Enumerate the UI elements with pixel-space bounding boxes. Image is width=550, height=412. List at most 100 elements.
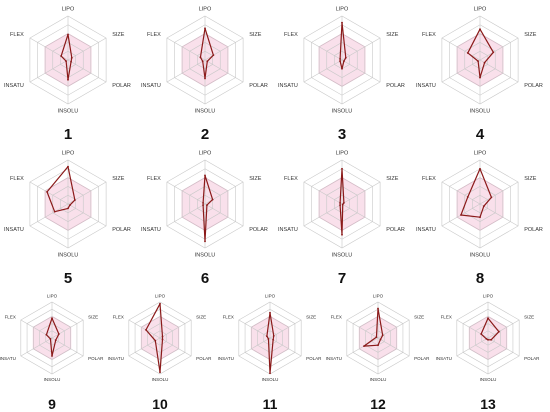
axis-spoke xyxy=(159,337,192,357)
axis-spoke xyxy=(479,59,519,83)
data-point xyxy=(73,199,76,201)
axis-label-insolu: INSOLU xyxy=(58,108,79,114)
axis-spoke xyxy=(166,59,206,83)
axis-spoke xyxy=(29,203,69,227)
axis-label-flex: FLEX xyxy=(147,32,161,38)
data-point xyxy=(363,345,365,347)
data-point xyxy=(466,196,469,198)
data-point xyxy=(159,302,161,305)
data-point xyxy=(498,330,500,333)
data-point xyxy=(67,207,69,210)
data-point xyxy=(269,311,271,314)
axis-label-polar: POLAR xyxy=(386,83,405,89)
panel-number: 6 xyxy=(200,270,210,287)
axis-label-flex: FLEX xyxy=(422,176,436,182)
data-point xyxy=(479,76,481,79)
axis-label-size: SIZE xyxy=(386,32,399,38)
data-point xyxy=(375,336,378,338)
axis-label-lipo: LIPO xyxy=(62,6,75,12)
axis-label-insatu: INSATU xyxy=(141,83,161,89)
axis-label-lipo: LIPO xyxy=(265,293,276,298)
data-point xyxy=(343,202,345,204)
data-point xyxy=(377,307,379,310)
axis-label-insolu: INSOLU xyxy=(470,252,491,258)
axis-label-insatu: INSATU xyxy=(4,83,24,89)
data-point xyxy=(482,205,485,208)
radar-panel-3: LIPO SIZE POLAR INSOLU INSATU FLEX 3 xyxy=(264,0,420,143)
axis-label-insatu: INSATU xyxy=(416,83,436,89)
radar-svg: LIPO SIZE POLAR INSOLU INSATU FLEX xyxy=(108,293,213,382)
data-point xyxy=(212,54,215,57)
axis-spoke xyxy=(341,181,381,205)
axis-spoke xyxy=(303,59,343,83)
axis-label-size: SIZE xyxy=(112,176,125,182)
data-point xyxy=(54,339,57,342)
axis-label-polar: POLAR xyxy=(524,227,543,233)
data-point xyxy=(199,56,202,59)
data-point xyxy=(204,240,206,243)
data-point xyxy=(490,196,493,199)
data-point xyxy=(159,371,161,374)
data-point xyxy=(65,60,67,62)
axis-label-size: SIZE xyxy=(112,32,125,38)
axis-label-polar: POLAR xyxy=(196,356,212,361)
radar-panel-8: LIPO SIZE POLAR INSOLU INSATU FLEX 8 xyxy=(402,126,550,287)
axis-spoke xyxy=(479,181,519,205)
axis-label-polar: POLAR xyxy=(386,227,405,233)
data-point xyxy=(272,338,275,341)
data-point xyxy=(51,317,53,320)
axis-label-polar: POLAR xyxy=(249,83,268,89)
radar-svg: LIPO SIZE POLAR INSOLU INSATU FLEX xyxy=(278,150,405,258)
data-point xyxy=(269,372,271,375)
data-point xyxy=(202,204,204,206)
data-point xyxy=(377,344,379,347)
axis-label-size: SIZE xyxy=(249,32,262,38)
data-point xyxy=(485,338,488,340)
data-point xyxy=(344,56,347,59)
axis-label-insatu: INSATU xyxy=(416,227,436,233)
data-point xyxy=(70,56,73,59)
axis-spoke xyxy=(51,337,84,357)
axis-spoke xyxy=(346,337,379,357)
axis-spoke xyxy=(51,319,84,339)
axis-label-lipo: LIPO xyxy=(336,6,349,12)
axis-label-lipo: LIPO xyxy=(336,150,349,156)
axis-label-insolu: INSOLU xyxy=(332,252,353,258)
panel-number: 13 xyxy=(480,396,496,412)
data-point xyxy=(46,191,48,193)
radar-svg: LIPO SIZE POLAR INSOLU INSATU FLEX xyxy=(218,293,323,382)
axis-spoke xyxy=(238,319,271,339)
data-point xyxy=(492,51,495,54)
data-point xyxy=(479,28,481,31)
axis-label-size: SIZE xyxy=(306,314,316,319)
data-point xyxy=(204,77,206,80)
axis-label-size: SIZE xyxy=(196,314,206,319)
axis-spoke xyxy=(377,337,410,357)
data-point xyxy=(341,203,344,206)
axis-spoke xyxy=(456,337,489,357)
axis-spoke xyxy=(341,203,381,227)
data-point xyxy=(45,333,48,336)
axis-spoke xyxy=(29,59,69,83)
data-point xyxy=(341,167,343,170)
data-point xyxy=(145,329,147,331)
axis-label-lipo: LIPO xyxy=(62,150,75,156)
panel-number: 3 xyxy=(337,126,347,143)
data-point xyxy=(204,174,206,177)
data-point xyxy=(57,333,60,335)
axis-spoke xyxy=(238,337,271,357)
data-point xyxy=(49,338,52,340)
axis-label-polar: POLAR xyxy=(524,83,543,89)
axis-label-lipo: LIPO xyxy=(474,6,487,12)
radar-panel-13: LIPO SIZE POLAR INSOLU INSATU FLEX 13 xyxy=(418,268,550,412)
axis-spoke xyxy=(341,59,381,83)
axis-spoke xyxy=(67,37,107,61)
radar-svg: LIPO SIZE POLAR INSOLU INSATU FLEX xyxy=(326,293,431,382)
axis-label-flex: FLEX xyxy=(223,314,234,319)
data-point xyxy=(53,210,56,213)
axis-label-size: SIZE xyxy=(249,176,262,182)
axis-label-insolu: INSOLU xyxy=(370,377,387,382)
axis-label-polar: POLAR xyxy=(88,356,104,361)
axis-label-size: SIZE xyxy=(524,176,537,182)
